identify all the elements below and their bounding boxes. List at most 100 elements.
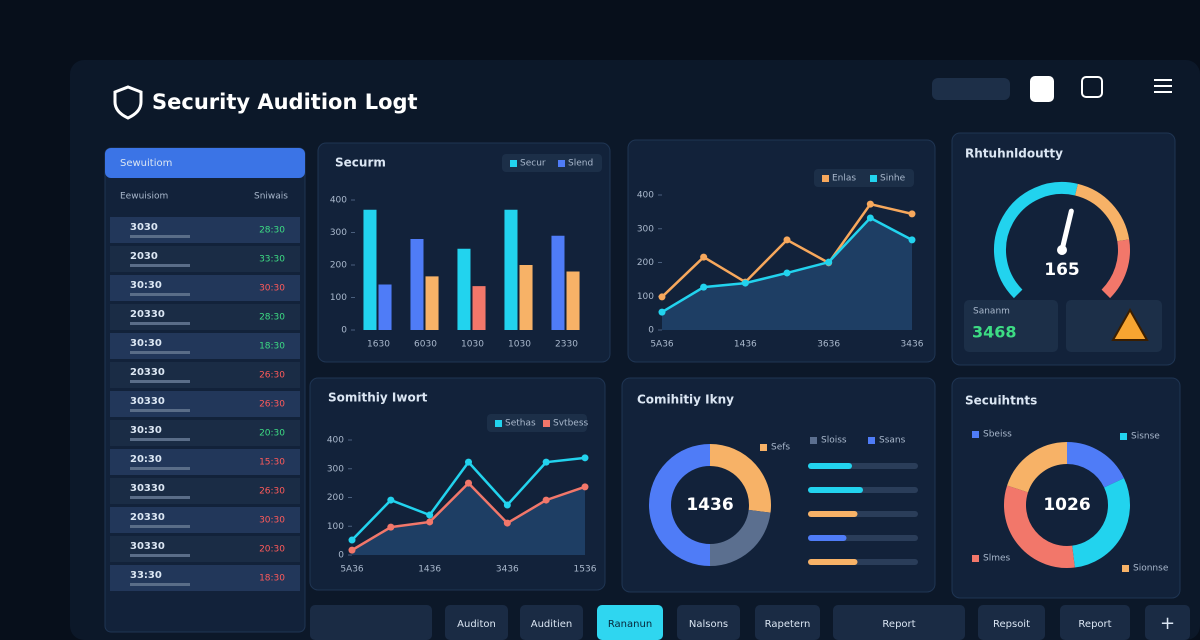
legend-box	[502, 154, 602, 172]
settings-button[interactable]	[1081, 76, 1103, 98]
row[interactable]	[110, 275, 300, 301]
row[interactable]	[110, 507, 300, 533]
legend-label: Secur	[520, 159, 546, 169]
button[interactable]	[1145, 605, 1190, 640]
row-value: 20:30	[259, 545, 285, 555]
row[interactable]	[110, 420, 300, 446]
legend-label: Slmes	[983, 554, 1011, 564]
donut-center: 1436	[686, 495, 733, 515]
row[interactable]	[110, 449, 300, 475]
row[interactable]	[110, 362, 300, 388]
legend-label: Sinhe	[880, 174, 906, 184]
progress-bar	[808, 463, 852, 469]
header-button[interactable]	[932, 78, 1010, 100]
status-label: Sananm	[973, 307, 1010, 317]
status-value: 3468	[972, 323, 1017, 342]
legend-label: Sethas	[505, 419, 536, 429]
button[interactable]	[833, 605, 965, 640]
row-sub	[130, 235, 190, 238]
row-code: 30:30	[130, 338, 162, 349]
point	[908, 236, 916, 244]
row-value: 30:30	[259, 516, 285, 526]
button-label[interactable]: +	[1160, 613, 1175, 634]
point	[908, 210, 916, 218]
button-label[interactable]: Rapetern	[765, 619, 811, 630]
row-code: 20330	[130, 512, 165, 523]
button[interactable]	[677, 605, 740, 640]
panel-title: Comihitiy Ikny	[637, 393, 734, 407]
legend-label: Sionnse	[1133, 564, 1169, 574]
row[interactable]	[110, 246, 300, 272]
bar	[378, 284, 392, 330]
bar	[410, 239, 424, 330]
row-value: 26:30	[259, 400, 285, 410]
point	[542, 458, 550, 466]
donut-segment	[709, 509, 771, 566]
button-label[interactable]: Repsoit	[993, 619, 1030, 630]
menu-button[interactable]	[1154, 79, 1172, 93]
button-label[interactable]: Report	[882, 619, 915, 630]
sidebar-subtitle: Eewuisiom	[120, 192, 168, 202]
row-sub	[130, 438, 190, 441]
legend-swatch	[822, 175, 829, 182]
sidebar-subtitle-right: Sniwais	[254, 192, 288, 202]
row-value: 28:30	[259, 313, 285, 323]
button-label[interactable]: Rananun	[608, 619, 652, 630]
warning-icon	[1111, 307, 1149, 341]
bar	[457, 248, 471, 330]
row-value: 33:30	[259, 255, 285, 265]
legend-swatch	[760, 444, 767, 451]
y-tick-label: 100	[330, 293, 347, 303]
point	[503, 519, 511, 527]
button[interactable]	[445, 605, 508, 640]
row-code: 20330	[130, 309, 165, 320]
x-tick-label: 1536	[574, 565, 597, 575]
legend-swatch	[495, 420, 502, 427]
legend-swatch	[870, 175, 877, 182]
legend-label: Sefs	[771, 443, 790, 453]
panel-title: Securm	[335, 156, 386, 170]
point	[387, 496, 395, 504]
button-label[interactable]: Nalsons	[689, 619, 728, 630]
row[interactable]	[110, 478, 300, 504]
row[interactable]	[110, 217, 300, 243]
button[interactable]	[755, 605, 820, 640]
y-tick-label: 400	[327, 436, 344, 446]
button[interactable]	[310, 605, 432, 640]
y-tick-label: 100	[637, 292, 654, 302]
button[interactable]	[978, 605, 1045, 640]
donut-segment	[1071, 478, 1130, 568]
row[interactable]	[110, 536, 300, 562]
panel-title: Rhtuhnldoutty	[965, 147, 1063, 161]
button-label[interactable]: Report	[1078, 619, 1111, 630]
donut-segment	[649, 444, 711, 566]
row-value: 26:30	[259, 487, 285, 497]
row-sub	[130, 554, 190, 557]
row-code: 2030	[130, 251, 158, 262]
row[interactable]	[110, 333, 300, 359]
button-label[interactable]: Auditon	[457, 619, 496, 630]
legend-swatch	[558, 160, 565, 167]
legend-swatch	[810, 437, 817, 444]
row-value: 20:30	[259, 429, 285, 439]
x-tick-label: 1436	[734, 340, 757, 350]
point	[700, 253, 708, 261]
warning-card	[1066, 300, 1162, 352]
progress-bar	[808, 535, 847, 541]
shield-button[interactable]	[1030, 76, 1054, 102]
row-code: 30:30	[130, 280, 162, 291]
row[interactable]	[110, 565, 300, 591]
row[interactable]	[110, 391, 300, 417]
button[interactable]	[520, 605, 583, 640]
y-tick-label: 0	[338, 551, 344, 561]
button[interactable]	[597, 605, 663, 640]
button[interactable]	[1060, 605, 1130, 640]
row[interactable]	[110, 304, 300, 330]
y-tick-label: 400	[637, 191, 654, 201]
legend-box	[814, 169, 914, 187]
donut-segment	[709, 444, 771, 513]
panel-title: Secuihtnts	[965, 394, 1037, 408]
bar	[363, 209, 377, 330]
button-label[interactable]: Auditien	[531, 619, 573, 630]
x-tick-label: 3436	[901, 340, 924, 350]
